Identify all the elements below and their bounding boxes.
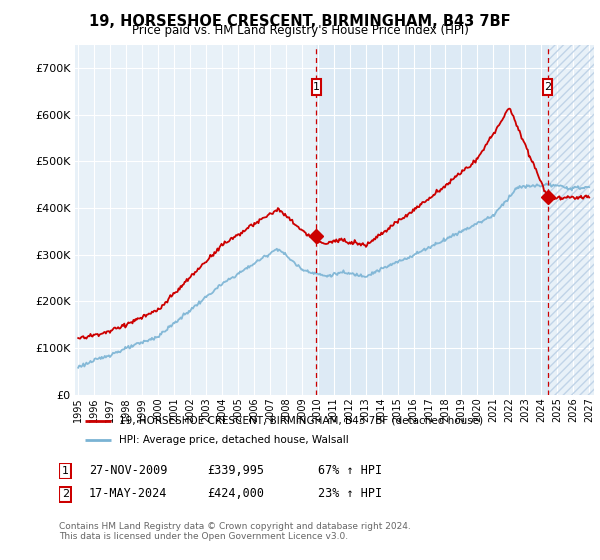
Text: 23% ↑ HPI: 23% ↑ HPI (318, 487, 382, 501)
Bar (549, 45, 597, 395)
Text: 19, HORSESHOE CRESCENT, BIRMINGHAM, B43 7BF (detached house): 19, HORSESHOE CRESCENT, BIRMINGHAM, B43 … (119, 416, 483, 426)
Text: 1: 1 (62, 466, 69, 476)
Bar (78, 45, 316, 395)
FancyBboxPatch shape (59, 487, 71, 502)
Text: HPI: Average price, detached house, Walsall: HPI: Average price, detached house, Wals… (119, 435, 349, 445)
Text: £424,000: £424,000 (207, 487, 264, 501)
Text: 27-NOV-2009: 27-NOV-2009 (89, 464, 167, 477)
FancyBboxPatch shape (312, 78, 321, 95)
FancyBboxPatch shape (544, 78, 553, 95)
Text: 1: 1 (313, 82, 320, 92)
Text: 17-MAY-2024: 17-MAY-2024 (89, 487, 167, 501)
Text: £339,995: £339,995 (207, 464, 264, 477)
Text: Contains HM Land Registry data © Crown copyright and database right 2024.
This d: Contains HM Land Registry data © Crown c… (59, 522, 410, 542)
Text: Price paid vs. HM Land Registry's House Price Index (HPI): Price paid vs. HM Land Registry's House … (131, 24, 469, 37)
Text: 2: 2 (62, 489, 69, 500)
Text: 2: 2 (544, 82, 551, 92)
FancyBboxPatch shape (59, 464, 71, 478)
Text: 19, HORSESHOE CRESCENT, BIRMINGHAM, B43 7BF: 19, HORSESHOE CRESCENT, BIRMINGHAM, B43 … (89, 14, 511, 29)
Text: 67% ↑ HPI: 67% ↑ HPI (318, 464, 382, 477)
Bar (316, 45, 549, 395)
